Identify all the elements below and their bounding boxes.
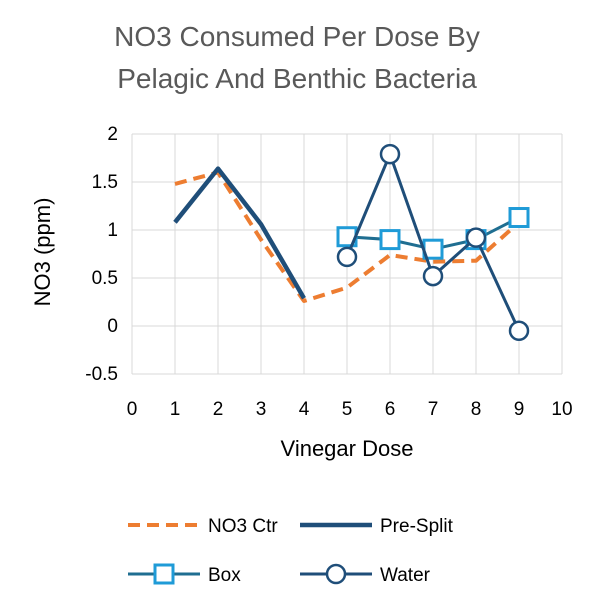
y-tick-label: 1 <box>107 220 118 241</box>
x-tick-label: 3 <box>256 399 267 420</box>
series-water-marker <box>465 227 487 248</box>
series-water-marker <box>379 143 401 165</box>
y-tick-label: 2 <box>107 124 118 145</box>
legend-item-box: Box <box>128 563 241 586</box>
x-tick-label: 0 <box>127 399 138 420</box>
y-tick-labels: 2 1.5 1 0.5 0 -0.5 <box>85 124 118 385</box>
y-tick-label: 0 <box>107 316 118 337</box>
y-axis-title: NO3 (ppm) <box>30 198 55 307</box>
x-tick-labels: 0 1 2 3 4 5 6 7 8 9 10 <box>127 399 573 420</box>
chart-title: NO3 Consumed Per Dose By Pelagic And Ben… <box>114 21 480 94</box>
legend: NO3 Ctr Pre-Split Box Water <box>128 516 454 586</box>
x-tick-label: 1 <box>170 399 181 420</box>
series-water-marker <box>422 265 444 287</box>
legend-label: Pre-Split <box>380 516 454 537</box>
legend-label: Box <box>208 565 241 586</box>
x-axis-title: Vinegar Dose <box>281 436 414 461</box>
series-water <box>336 143 530 342</box>
x-tick-label: 10 <box>551 399 572 420</box>
x-tick-label: 9 <box>514 399 525 420</box>
legend-label: Water <box>380 565 431 586</box>
series-layer <box>173 143 530 342</box>
legend-item-no3-ctr: NO3 Ctr <box>128 516 278 537</box>
series-pre-split-line <box>173 166 306 300</box>
legend-swatch-marker <box>325 563 347 585</box>
x-tick-label: 4 <box>299 399 310 420</box>
x-tick-label: 8 <box>471 399 482 420</box>
series-box-marker <box>379 229 401 251</box>
x-tick-label: 6 <box>385 399 396 420</box>
y-tick-label: 1.5 <box>92 172 118 193</box>
x-tick-label: 2 <box>213 399 224 420</box>
chart-title-line-2: Pelagic And Benthic Bacteria <box>117 63 477 94</box>
legend-item-pre-split: Pre-Split <box>300 516 454 537</box>
y-tick-label: -0.5 <box>85 364 118 385</box>
series-pre-split <box>173 166 306 300</box>
series-water-marker <box>336 246 358 268</box>
x-tick-label: 7 <box>428 399 439 420</box>
legend-item-water: Water <box>300 563 431 586</box>
series-water-marker <box>508 320 530 342</box>
series-box-marker <box>508 207 530 229</box>
legend-swatch-marker <box>153 563 175 585</box>
y-tick-label: 0.5 <box>92 268 118 289</box>
x-tick-label: 5 <box>342 399 353 420</box>
chart-title-line-1: NO3 Consumed Per Dose By <box>114 21 480 52</box>
legend-label: NO3 Ctr <box>208 516 278 537</box>
series-no3-ctr <box>174 170 521 303</box>
series-no3-ctr-line <box>174 170 521 303</box>
